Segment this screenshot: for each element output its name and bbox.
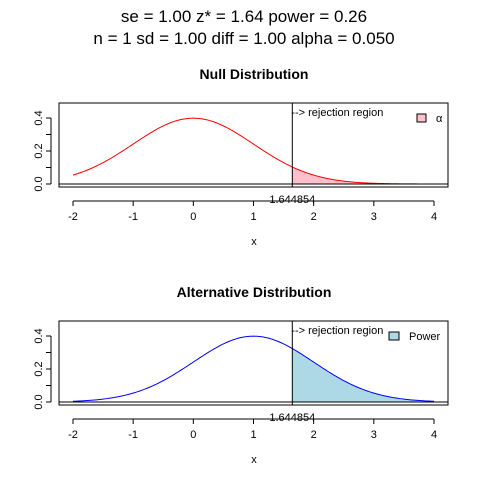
legend: α bbox=[416, 113, 443, 125]
header-line-1: se = 1.00 z* = 1.64 power = 0.26 bbox=[121, 7, 367, 26]
rejection-region-label: --> rejection region bbox=[291, 325, 383, 337]
y-tick-label: 0.0 bbox=[33, 176, 45, 191]
rejection-region-label: --> rejection region bbox=[291, 107, 383, 119]
chart-panel-alternative: Alternative Distribution --> rejection re… bbox=[33, 284, 449, 466]
chart-title: Alternative Distribution bbox=[177, 284, 332, 300]
x-tick-label: -1 bbox=[128, 211, 138, 223]
x-axis-label: x bbox=[251, 236, 257, 248]
x-axis-label: x bbox=[251, 454, 257, 466]
x-tick-label: 0 bbox=[190, 429, 196, 441]
x-tick-label: -1 bbox=[128, 429, 138, 441]
y-tick-label: 0.2 bbox=[33, 361, 45, 376]
x-tick-label: 3 bbox=[371, 211, 377, 223]
x-tick-label: -2 bbox=[68, 429, 78, 441]
density-curve bbox=[72, 335, 435, 402]
x-tick-label: -2 bbox=[68, 211, 78, 223]
legend-swatch bbox=[416, 113, 427, 123]
x-tick-label: 0 bbox=[190, 211, 196, 223]
chart-panel-null: Null Distribution --> rejection region α 1.… bbox=[33, 66, 449, 248]
shaded-rejection-region bbox=[292, 166, 434, 184]
x-tick-label: 1 bbox=[250, 429, 256, 441]
legend-swatch bbox=[388, 331, 400, 341]
y-tick-label: 0.0 bbox=[33, 394, 45, 409]
x-axis: -2 -1 0 1 2 3 4 bbox=[68, 200, 437, 223]
shaded-rejection-region bbox=[292, 348, 434, 402]
x-axis: -2 -1 0 1 2 3 4 bbox=[68, 418, 437, 441]
legend-label: α bbox=[436, 113, 443, 125]
critical-value-label: 1.644854 bbox=[269, 412, 315, 424]
y-axis: 0.0 0.2 0.4 bbox=[33, 110, 52, 192]
header-line-2: n = 1 sd = 1.00 diff = 1.00 alpha = 0.05… bbox=[93, 29, 394, 48]
plot-frame bbox=[58, 102, 449, 188]
x-tick-label: 2 bbox=[311, 429, 317, 441]
chart-panels: Null Distribution --> rejection region α 1.… bbox=[33, 66, 449, 466]
critical-value-label: 1.644854 bbox=[269, 194, 315, 206]
y-axis: 0.0 0.2 0.4 bbox=[33, 328, 52, 410]
x-tick-label: 3 bbox=[371, 429, 377, 441]
x-tick-label: 2 bbox=[311, 211, 317, 223]
y-tick-label: 0.4 bbox=[33, 328, 45, 343]
y-tick-label: 0.2 bbox=[33, 143, 45, 158]
legend-label: Power bbox=[409, 331, 441, 343]
x-tick-label: 4 bbox=[431, 429, 437, 441]
x-tick-label: 1 bbox=[250, 211, 256, 223]
y-tick-label: 0.4 bbox=[33, 110, 45, 125]
density-curve bbox=[72, 117, 434, 185]
plot-frame bbox=[58, 320, 449, 406]
x-tick-label: 4 bbox=[431, 211, 437, 223]
chart-title: Null Distribution bbox=[200, 66, 309, 82]
legend: Power bbox=[388, 331, 441, 343]
